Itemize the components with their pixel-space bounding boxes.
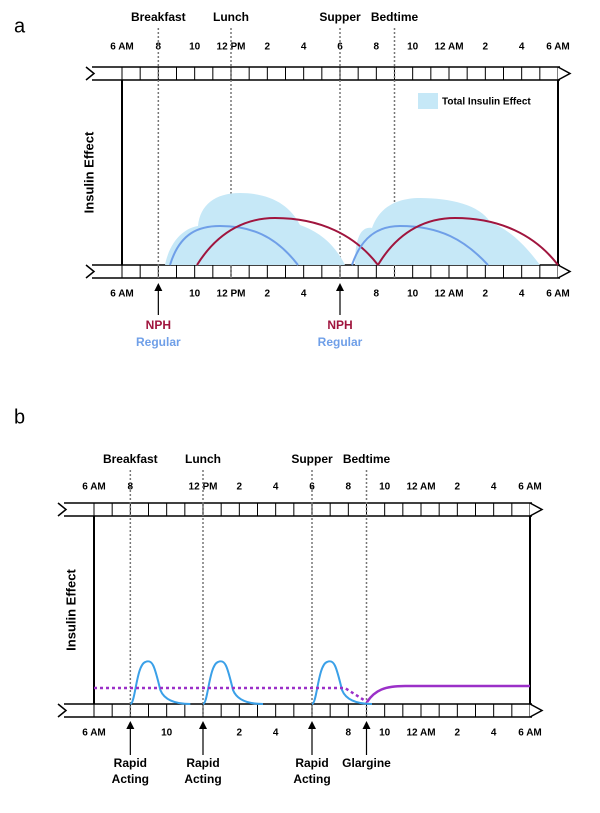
injection-label: Rapid [186, 756, 219, 770]
nph-curve [377, 216, 559, 266]
injection-label: Acting [112, 772, 149, 786]
injection-label: Regular [136, 335, 181, 349]
injection-label: Rapid [295, 756, 328, 770]
y-axis-label: Insulin Effect [63, 569, 78, 651]
meal-label: Lunch [213, 10, 249, 24]
meal-label: Breakfast [131, 10, 186, 24]
injection-label: Regular [318, 335, 363, 349]
time-label: 6 AM [518, 482, 542, 493]
injection-label: Glargine [342, 756, 391, 770]
rapid-curve [202, 660, 264, 705]
ruler-start [57, 703, 68, 718]
time-label: 6 AM [110, 289, 134, 300]
arrow-head [362, 721, 371, 729]
nph-curve [196, 216, 379, 266]
ruler-start [85, 264, 96, 279]
time-label: 8 [374, 289, 380, 300]
time-label: 6 AM [110, 42, 134, 53]
time-label: 2 [237, 728, 243, 739]
injection-label: Acting [184, 772, 221, 786]
time-label: 2 [455, 482, 461, 493]
time-label: 4 [301, 42, 307, 53]
arrow-head [199, 721, 207, 729]
time-label: 12 PM [217, 289, 246, 300]
injection-label: NPH [327, 318, 352, 332]
time-label: 12 AM [406, 728, 435, 739]
time-label: 6 AM [546, 289, 570, 300]
time-label: 12 AM [434, 42, 463, 53]
time-label: 10 [189, 289, 201, 300]
time-label: 8 [346, 728, 352, 739]
time-label: 2 [455, 728, 461, 739]
ruler-end [529, 502, 544, 517]
time-label: 10 [189, 42, 201, 53]
time-label: 2 [483, 289, 489, 300]
time-label: 6 AM [82, 482, 106, 493]
total-effect [165, 193, 345, 265]
time-label: 2 [265, 289, 271, 300]
time-label: 6 [337, 42, 343, 53]
time-label: 4 [273, 482, 279, 493]
time-label: 4 [491, 728, 497, 739]
time-label: 2 [483, 42, 489, 53]
time-label: 6 AM [82, 728, 106, 739]
time-label: 12 AM [406, 482, 435, 493]
time-label: 4 [491, 482, 497, 493]
time-label: 8 [346, 482, 352, 493]
meal-label: Supper [319, 10, 361, 24]
legend-label: Total Insulin Effect [442, 97, 531, 108]
legend-swatch [418, 93, 438, 109]
ruler-start [85, 66, 96, 81]
glargine-curve [365, 684, 530, 703]
ruler-end [529, 703, 544, 718]
time-label: 2 [237, 482, 243, 493]
time-label: 12 AM [434, 289, 463, 300]
time-label: 10 [407, 289, 419, 300]
meal-label: Bedtime [343, 452, 391, 466]
regular-curve [169, 224, 299, 266]
regular-curve [351, 224, 489, 266]
arrow-head [336, 283, 344, 291]
y-axis-label: Insulin Effect [81, 131, 96, 213]
time-label: 4 [273, 728, 279, 739]
time-label: 6 AM [518, 728, 542, 739]
time-label: 10 [379, 482, 391, 493]
rapid-curve [311, 660, 373, 705]
meal-label: Lunch [185, 452, 221, 466]
meal-label: Breakfast [103, 452, 158, 466]
injection-label: Acting [293, 772, 330, 786]
panel-letter: b [14, 406, 25, 428]
total-effect [355, 198, 540, 265]
time-label: 4 [519, 42, 525, 53]
rapid-curve [129, 660, 191, 705]
panel-letter: a [14, 15, 26, 37]
time-label: 12 PM [217, 42, 246, 53]
injection-label: Rapid [114, 756, 147, 770]
time-label: 4 [301, 289, 307, 300]
ruler-start [57, 502, 68, 517]
arrow-head [308, 721, 316, 729]
time-label: 10 [161, 728, 173, 739]
time-label: 6 AM [546, 42, 570, 53]
time-label: 2 [265, 42, 271, 53]
meal-label: Bedtime [371, 10, 419, 24]
arrow-head [126, 721, 135, 729]
arrow-head [154, 283, 163, 291]
time-label: 10 [407, 42, 419, 53]
time-label: 4 [519, 289, 525, 300]
time-label: 8 [156, 42, 162, 53]
ruler-end [557, 66, 572, 81]
time-label: 8 [374, 42, 380, 53]
time-label: 10 [379, 728, 391, 739]
injection-label: NPH [146, 318, 171, 332]
meal-label: Supper [291, 452, 333, 466]
ruler-end [557, 264, 572, 279]
